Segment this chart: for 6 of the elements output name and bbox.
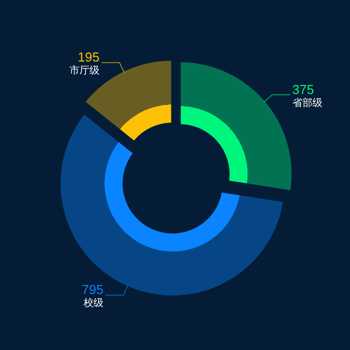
data-label: 795	[82, 282, 104, 298]
slice-label: 校级	[82, 297, 104, 310]
slice-label: 市厅级	[69, 64, 100, 77]
data-label: 195	[78, 50, 100, 65]
slice-label: 省部级	[292, 96, 322, 109]
data-label: 375	[292, 82, 314, 97]
